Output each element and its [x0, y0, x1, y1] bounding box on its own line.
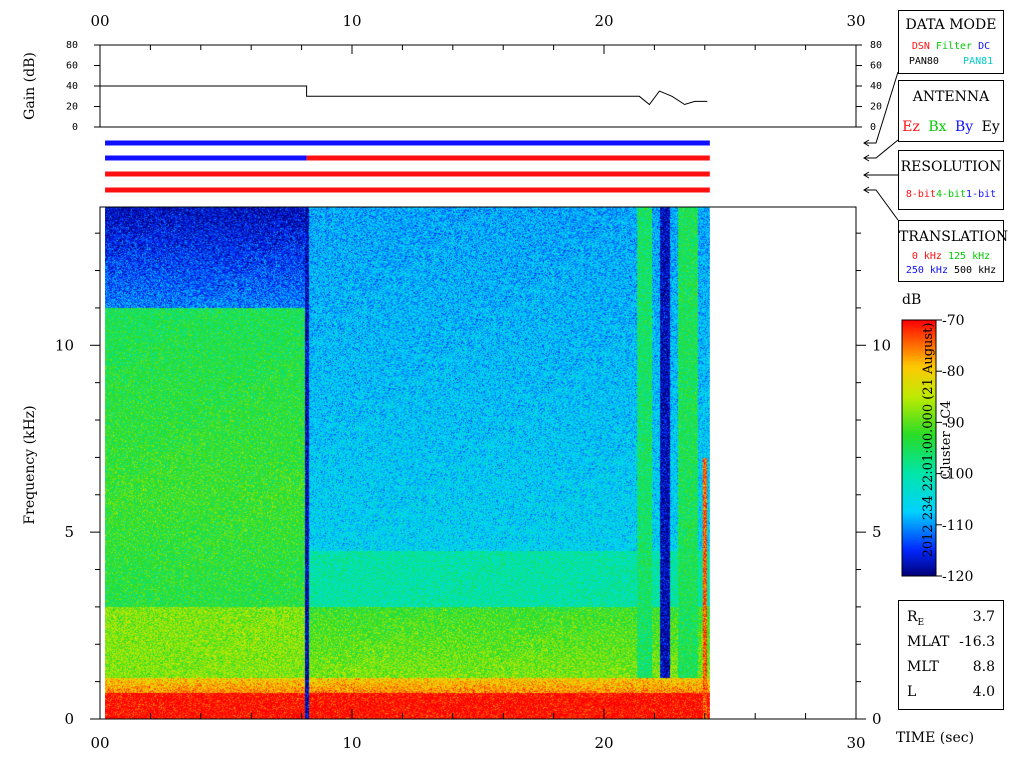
- info-value-l: 4.0: [972, 684, 995, 700]
- mode-bar-segment: [105, 187, 710, 193]
- info-label-mlt: MLT: [907, 659, 939, 675]
- mode-bars: [105, 140, 710, 193]
- spectrogram-image: [105, 207, 710, 719]
- spec-y-tick-label-right: 5: [872, 523, 882, 541]
- gain-y-tick-label-left: 0: [72, 122, 78, 133]
- spec-y-tick-label-right: 0: [872, 710, 882, 728]
- translation-title: TRANSLATION: [899, 229, 1009, 245]
- info-value-mlt: 8.8: [972, 659, 995, 675]
- colorbar-tick-label: -70: [942, 313, 965, 329]
- gain-x-tick-label: 30: [846, 12, 865, 30]
- spec-y-tick-label-left: 5: [64, 523, 74, 541]
- data-mode-pan80: PAN80: [908, 56, 939, 67]
- spec-x-tick-label: 30: [846, 734, 865, 752]
- translation-500khz: 500 kHz: [954, 265, 997, 276]
- colorbar-tick-label: -100: [942, 467, 973, 483]
- colorbar: dB -70 -80 -90 -100 -110 -120: [901, 292, 973, 585]
- antenna-bx: Bx: [928, 119, 947, 135]
- side-title-date: 2012 234 22:01:00.000 (21 August): [921, 322, 936, 558]
- legend-pointers: [863, 71, 899, 221]
- colorbar-frame: [901, 319, 937, 577]
- gain-y-tick-label-right: 60: [870, 61, 882, 72]
- info-value-mlat: -16.3: [959, 634, 995, 650]
- translation-panel: TRANSLATION 0 kHz 125 kHz 250 kHz 500 kH…: [898, 220, 1009, 282]
- legend-pointer-arrow: [863, 186, 870, 194]
- legend-pointer-arrow: [863, 171, 870, 179]
- spec-y-tick-label-left: 0: [64, 710, 74, 728]
- spec-y-tick-label-right: 10: [872, 336, 891, 354]
- legend-pointer-line: [864, 71, 899, 144]
- info-label-mlat: MLAT: [907, 634, 950, 650]
- spec-y-axis-label: Frequency (kHz): [22, 405, 38, 524]
- resolution-title: RESOLUTION: [900, 159, 1002, 175]
- gain-y-tick-label-right: 0: [870, 122, 876, 133]
- gain-x-tick-label: 20: [594, 12, 613, 30]
- translation-125khz: 125 kHz: [947, 251, 991, 262]
- spec-x-tick-label: 10: [342, 734, 361, 752]
- colorbar-tick-label: -110: [942, 518, 973, 534]
- mode-bar-segment: [105, 155, 307, 161]
- antenna-by: By: [954, 119, 974, 135]
- translation-0khz: 0 kHz: [911, 251, 942, 262]
- gain-y-tick-label-left: 40: [66, 81, 78, 92]
- gain-y-axis-label: Gain (dB): [22, 52, 38, 120]
- gain-line: [100, 85, 708, 106]
- colorbar-tick-label: -90: [942, 415, 965, 431]
- antenna-panel: ANTENNA Ez Bx By Ey: [898, 80, 1004, 142]
- legend-pointer-line: [864, 189, 899, 221]
- spec-x-tick-label: 20: [594, 734, 613, 752]
- gain-x-tick-label: 10: [342, 12, 361, 30]
- resolution-1bit: 1-bit: [966, 189, 997, 200]
- orbit-info-panel: RERE 3.7 MLAT -16.3 MLT 8.8 L 4.0: [898, 600, 1004, 710]
- info-value-re: 3.7: [972, 609, 995, 625]
- data-mode-dsn: DSN: [911, 41, 930, 52]
- spec-x-tick-label: 00: [90, 734, 109, 752]
- spec-x-axis-label: TIME (sec): [896, 730, 974, 746]
- spec-y-tick-label-left: 10: [55, 336, 74, 354]
- gain-y-tick-label-left: 80: [66, 40, 78, 51]
- mode-bar-segment: [306, 155, 710, 161]
- legend-pointer-arrow: [863, 154, 870, 162]
- antenna-ey: Ey: [981, 119, 1000, 135]
- gain-y-tick-label-left: 20: [66, 102, 78, 113]
- gain-y-tick-label-right: 20: [870, 102, 882, 113]
- colorbar-unit-label: dB: [902, 292, 921, 308]
- legend-pointer-line: [864, 139, 899, 159]
- colorbar-gradient: [902, 320, 936, 576]
- data-mode-pan81: PAN81: [963, 56, 994, 67]
- resolution-panel: RESOLUTION 8-bit4-bit1-bit: [898, 150, 1004, 210]
- resolution-4bit: 4-bit: [935, 189, 967, 200]
- colorbar-tick-label: -120: [942, 569, 973, 585]
- data-mode-dc: DC: [978, 41, 991, 52]
- data-mode-panel: DATA MODE DSN Filter DC PAN80 PAN81: [898, 10, 1004, 74]
- info-label-l: L: [907, 684, 917, 700]
- translation-250khz: 250 kHz: [905, 265, 948, 276]
- mode-bar-segment: [105, 140, 710, 146]
- gain-y-tick-label-left: 60: [66, 61, 78, 72]
- gain-y-tick-label-right: 40: [870, 81, 882, 92]
- spectrogram-frame: [99, 206, 857, 720]
- antenna-ez: Ez: [902, 119, 920, 135]
- colorbar-tick-label: -80: [942, 364, 965, 380]
- antenna-title: ANTENNA: [912, 89, 990, 105]
- gain-y-tick-label-right: 80: [870, 40, 882, 51]
- mode-bar-segment: [105, 171, 710, 177]
- legend-pointer-arrow: [863, 139, 870, 147]
- side-title-spacecraft: Cluster - C4: [939, 400, 954, 480]
- data-mode-title: DATA MODE: [905, 17, 997, 33]
- gain-x-tick-label: 00: [90, 12, 109, 30]
- resolution-8bit: 8-bit: [905, 189, 936, 200]
- data-mode-filter: Filter: [935, 41, 973, 52]
